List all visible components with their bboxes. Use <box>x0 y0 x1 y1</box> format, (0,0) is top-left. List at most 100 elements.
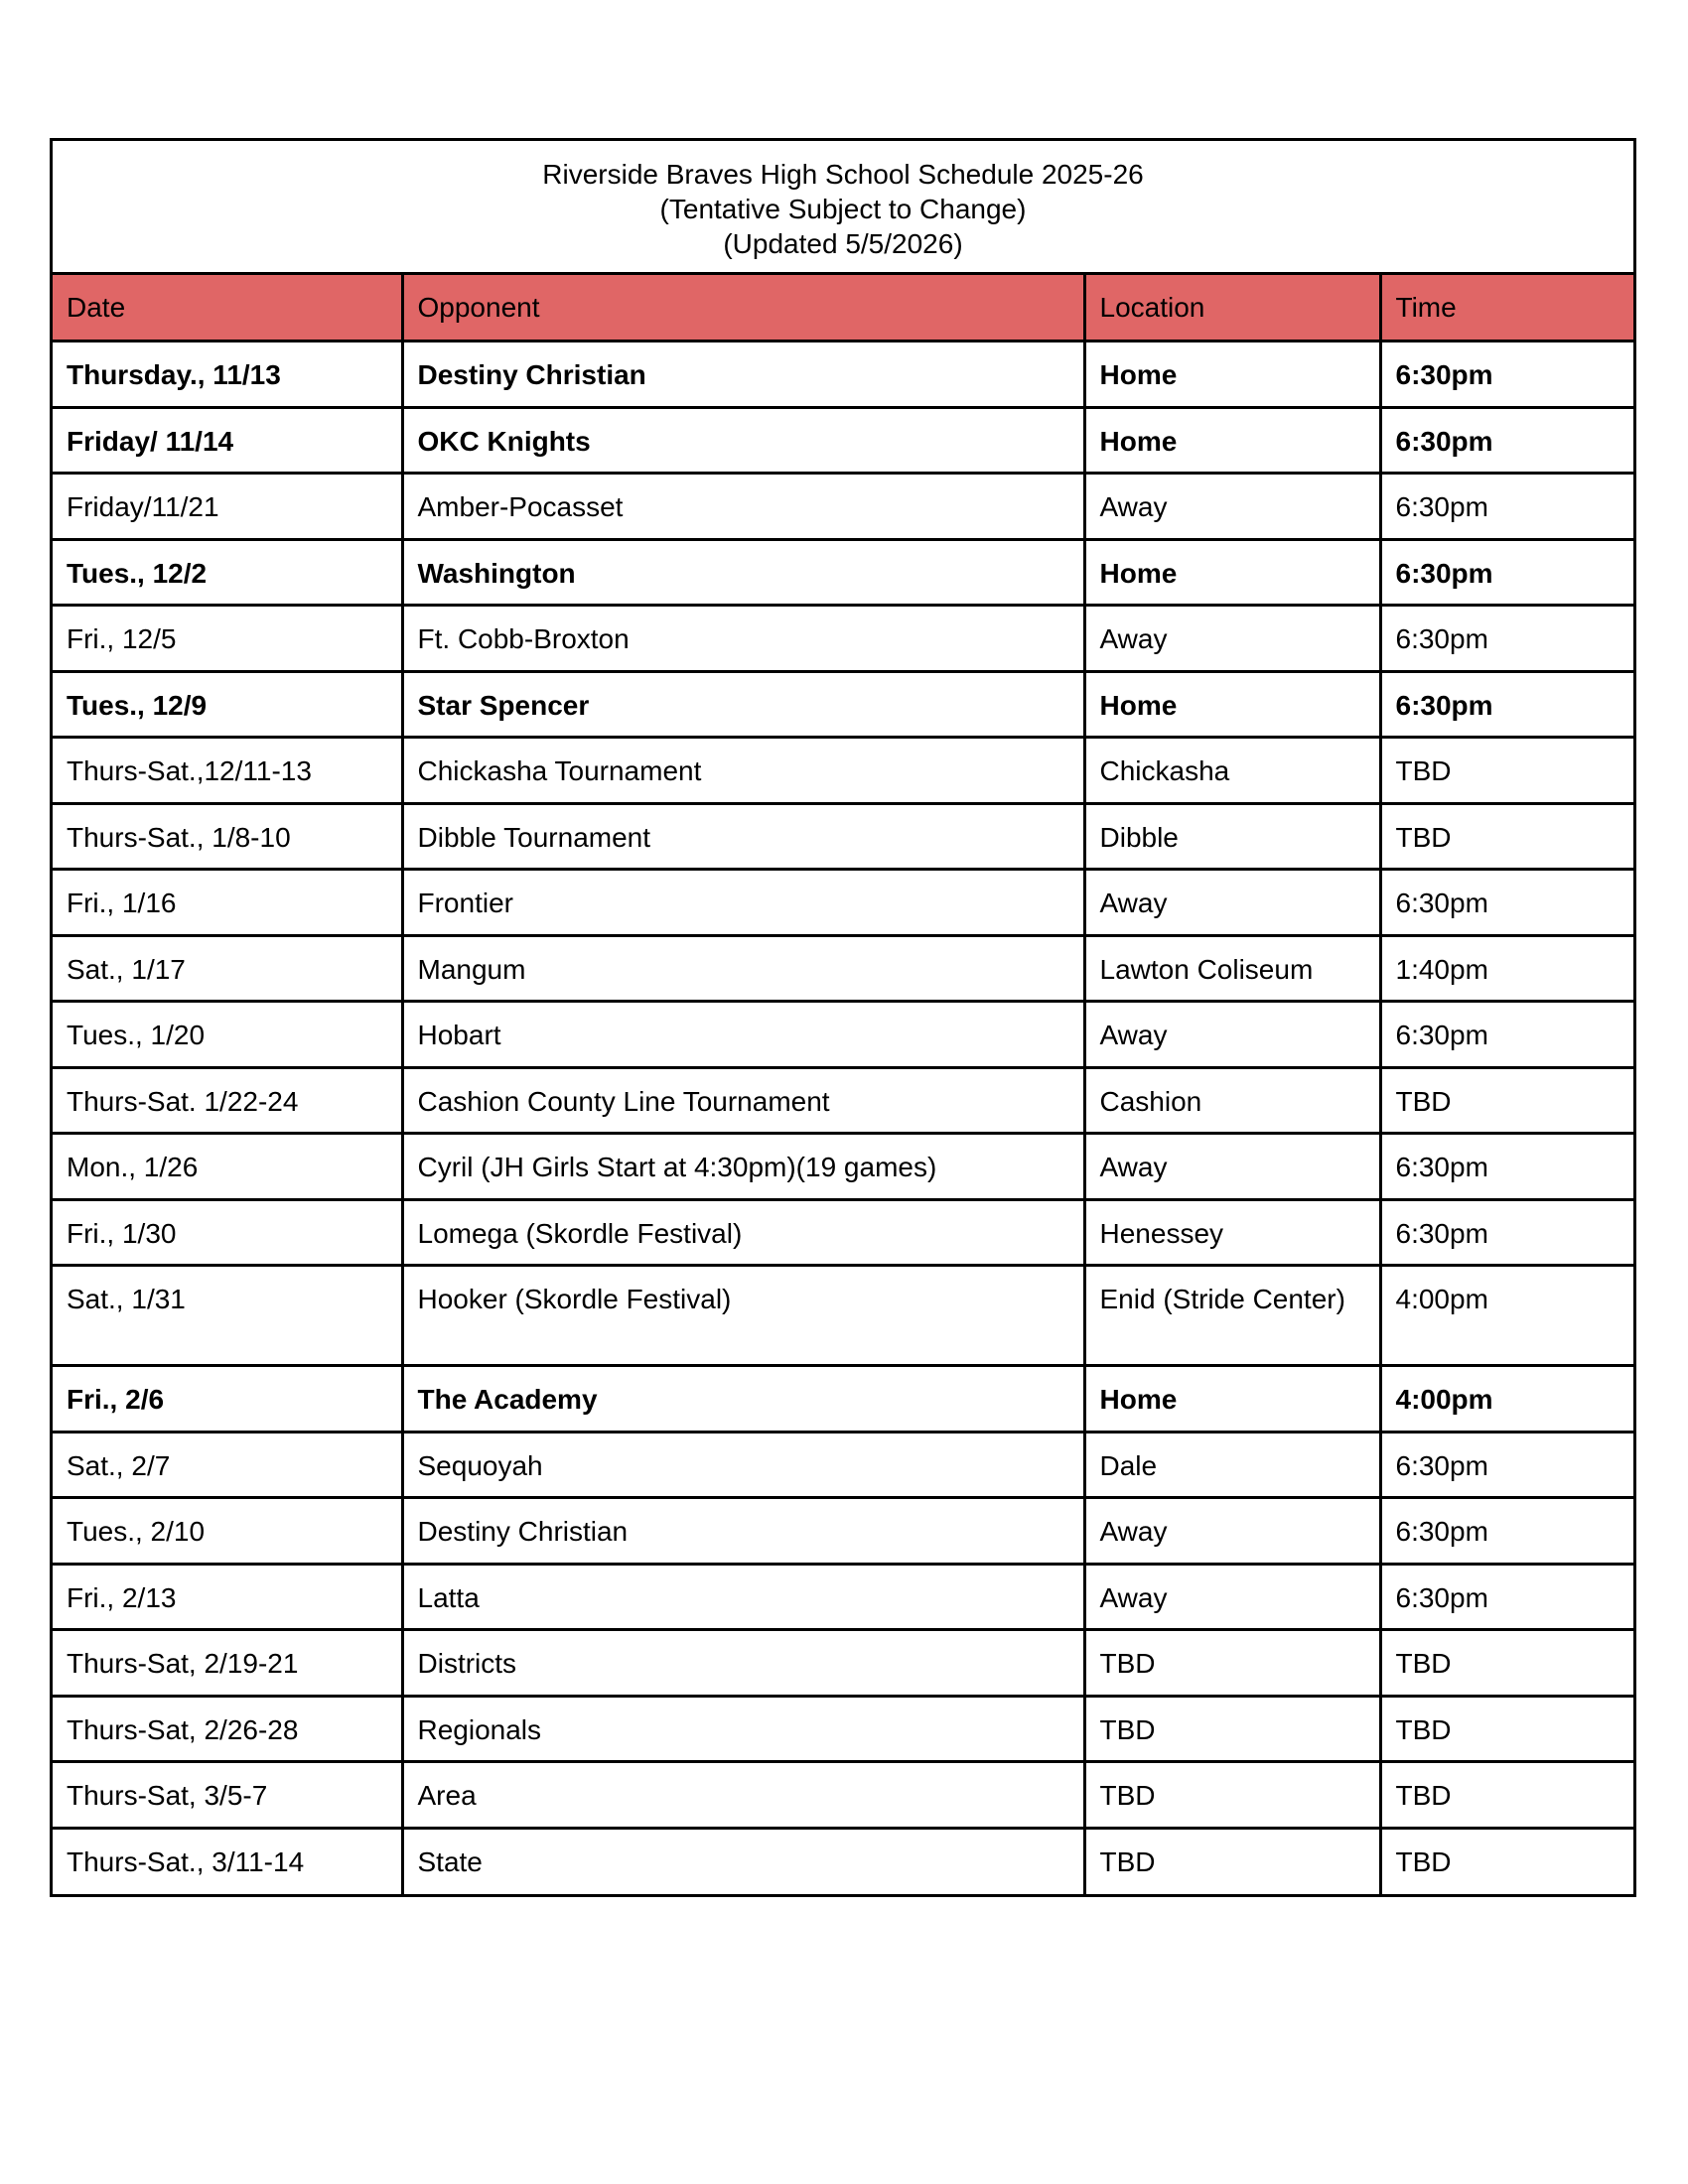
cell-time: 6:30pm <box>1378 405 1633 475</box>
cell-opponent: State <box>400 1826 1086 1894</box>
cell-location: Away <box>1082 1562 1382 1631</box>
cell-location: Cashion <box>1082 1065 1382 1135</box>
cell-date: Tues., 12/2 <box>53 537 404 607</box>
title-block: Riverside Braves High School Schedule 20… <box>53 141 1633 275</box>
cell-location: TBD <box>1082 1760 1382 1830</box>
cell-date: Friday/ 11/14 <box>53 405 404 475</box>
cell-opponent: The Academy <box>400 1364 1086 1433</box>
cell-time: 6:30pm <box>1378 341 1633 409</box>
table-row: Thurs-Sat, 3/5-7 Area TBD TBD <box>53 1760 1633 1830</box>
cell-time: 6:30pm <box>1378 1430 1633 1499</box>
table-row: Fri., 1/16 Frontier Away 6:30pm <box>53 868 1633 937</box>
cell-location: Enid (Stride Center) <box>1082 1264 1382 1367</box>
cell-location: Home <box>1082 341 1382 409</box>
cell-time: 1:40pm <box>1378 933 1633 1003</box>
cell-location: TBD <box>1082 1628 1382 1698</box>
table-row: Thurs-Sat., 3/11-14 State TBD TBD <box>53 1826 1633 1894</box>
cell-opponent: Ft. Cobb-Broxton <box>400 604 1086 673</box>
updated-date: (Updated 5/5/2026) <box>723 228 963 259</box>
cell-date: Thurs-Sat, 2/19-21 <box>53 1628 404 1698</box>
cell-date: Mon., 1/26 <box>53 1132 404 1201</box>
cell-time: 6:30pm <box>1378 1000 1633 1069</box>
cell-time: 6:30pm <box>1378 669 1633 739</box>
cell-opponent: Regionals <box>400 1694 1086 1763</box>
schedule-table: Date Opponent Location Time Thursday., 1… <box>53 275 1633 1894</box>
cell-location: TBD <box>1082 1694 1382 1763</box>
cell-date: Tues., 1/20 <box>53 1000 404 1069</box>
table-row: Thursday., 11/13 Destiny Christian Home 6:3… <box>53 341 1633 409</box>
cell-date: Thurs-Sat. 1/22-24 <box>53 1065 404 1135</box>
column-header-opponent: Opponent <box>400 275 1086 342</box>
cell-date: Fri., 1/16 <box>53 868 404 937</box>
cell-time: 6:30pm <box>1378 1132 1633 1201</box>
cell-location: Away <box>1082 1132 1382 1201</box>
table-row: Friday/11/21 Amber-Pocasset Away 6:30pm <box>53 472 1633 541</box>
table-row: Thurs-Sat.,12/11-13 Chickasha Tournament C… <box>53 736 1633 805</box>
cell-opponent: Dibble Tournament <box>400 801 1086 871</box>
cell-date: Thurs-Sat, 2/26-28 <box>53 1694 404 1763</box>
table-row: Fri., 2/6 The Academy Home 4:00pm <box>53 1364 1633 1433</box>
cell-opponent: Hooker (Skordle Festival) <box>400 1264 1086 1367</box>
table-row: Friday/ 11/14 OKC Knights Home 6:30pm <box>53 405 1633 475</box>
cell-date: Tues., 2/10 <box>53 1496 404 1566</box>
cell-time: TBD <box>1378 1628 1633 1698</box>
cell-date: Sat., 1/17 <box>53 933 404 1003</box>
cell-opponent: Chickasha Tournament <box>400 736 1086 805</box>
cell-time: TBD <box>1378 736 1633 805</box>
table-row: Thurs-Sat, 2/26-28 Regionals TBD TBD <box>53 1694 1633 1763</box>
schedule-title: Riverside Braves High School Schedule 20… <box>542 159 1144 190</box>
cell-time: 4:00pm <box>1378 1264 1633 1367</box>
cell-time: TBD <box>1378 1694 1633 1763</box>
table-row: Sat., 1/17 Mangum Lawton Coliseum 1:40pm <box>53 933 1633 1003</box>
schedule-subtitle: (Tentative Subject to Change) <box>659 194 1027 224</box>
cell-date: Fri., 1/30 <box>53 1197 404 1267</box>
cell-location: Henessey <box>1082 1197 1382 1267</box>
cell-opponent: Districts <box>400 1628 1086 1698</box>
cell-location: Away <box>1082 868 1382 937</box>
table-row: Tues., 12/2 Washington Home 6:30pm <box>53 537 1633 607</box>
cell-location: TBD <box>1082 1826 1382 1894</box>
table-row: Tues., 2/10 Destiny Christian Away 6:30pm <box>53 1496 1633 1566</box>
cell-opponent: Cyril (JH Girls Start at 4:30pm)(19 game… <box>400 1132 1086 1201</box>
cell-location: Away <box>1082 1000 1382 1069</box>
cell-time: 6:30pm <box>1378 1496 1633 1566</box>
cell-date: Fri., 2/13 <box>53 1562 404 1631</box>
cell-time: TBD <box>1378 1826 1633 1894</box>
cell-opponent: Destiny Christian <box>400 1496 1086 1566</box>
cell-opponent: Cashion County Line Tournament <box>400 1065 1086 1135</box>
cell-date: Thurs-Sat, 3/5-7 <box>53 1760 404 1830</box>
column-header-location: Location <box>1082 275 1382 342</box>
cell-location: Home <box>1082 405 1382 475</box>
table-row: Thurs-Sat., 1/8-10 Dibble Tournament Dibbl… <box>53 801 1633 871</box>
cell-location: Away <box>1082 1496 1382 1566</box>
cell-opponent: Star Spencer <box>400 669 1086 739</box>
cell-opponent: OKC Knights <box>400 405 1086 475</box>
cell-opponent: Area <box>400 1760 1086 1830</box>
table-header-row: Date Opponent Location Time <box>53 275 1633 342</box>
cell-date: Fri., 2/6 <box>53 1364 404 1433</box>
table-row: Sat., 2/7 Sequoyah Dale 6:30pm <box>53 1430 1633 1499</box>
cell-location: Home <box>1082 537 1382 607</box>
cell-location: Lawton Coliseum <box>1082 933 1382 1003</box>
cell-location: Home <box>1082 1364 1382 1433</box>
cell-date: Thurs-Sat.,12/11-13 <box>53 736 404 805</box>
cell-time: 6:30pm <box>1378 537 1633 607</box>
cell-location: Dibble <box>1082 801 1382 871</box>
column-header-time: Time <box>1378 275 1633 342</box>
cell-opponent: Frontier <box>400 868 1086 937</box>
schedule-sheet: Riverside Braves High School Schedule 20… <box>50 138 1636 1897</box>
column-header-date: Date <box>53 275 404 342</box>
cell-time: 6:30pm <box>1378 1562 1633 1631</box>
cell-date: Thurs-Sat., 3/11-14 <box>53 1826 404 1894</box>
table-row: Thurs-Sat. 1/22-24 Cashion County Line To… <box>53 1065 1633 1135</box>
cell-opponent: Mangum <box>400 933 1086 1003</box>
cell-time: TBD <box>1378 801 1633 871</box>
table-row: Mon., 1/26 Cyril (JH Girls Start at 4:30p… <box>53 1132 1633 1201</box>
cell-opponent: Amber-Pocasset <box>400 472 1086 541</box>
cell-location: Away <box>1082 472 1382 541</box>
cell-location: Away <box>1082 604 1382 673</box>
cell-opponent: Destiny Christian <box>400 341 1086 409</box>
cell-time: 6:30pm <box>1378 472 1633 541</box>
cell-time: TBD <box>1378 1065 1633 1135</box>
cell-time: TBD <box>1378 1760 1633 1830</box>
